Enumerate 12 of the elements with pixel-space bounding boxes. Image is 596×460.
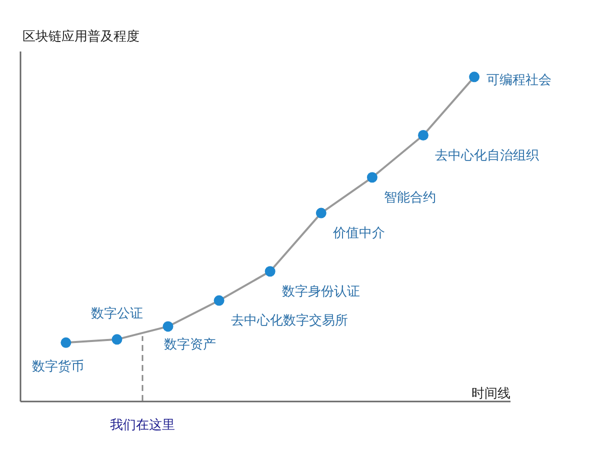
- annotation: 数字身份认证: [282, 283, 360, 300]
- annotation: 价值中介: [332, 226, 386, 242]
- annotation: 数字货币: [32, 358, 84, 375]
- annotation: 去中心化数字交易所: [231, 312, 348, 329]
- annotation: 智能合约: [384, 190, 436, 206]
- annotation: 数字公证: [90, 305, 143, 322]
- annotation: 去中心化自治组织: [435, 147, 540, 164]
- annotation: 数字资产: [164, 336, 216, 352]
- annotation: 可编程社会: [486, 72, 552, 88]
- y-axis-title: 区块链应用普及程度: [22, 28, 140, 44]
- x-axis-title: 时间线: [472, 386, 510, 402]
- text: 我们在这里: [110, 418, 175, 433]
